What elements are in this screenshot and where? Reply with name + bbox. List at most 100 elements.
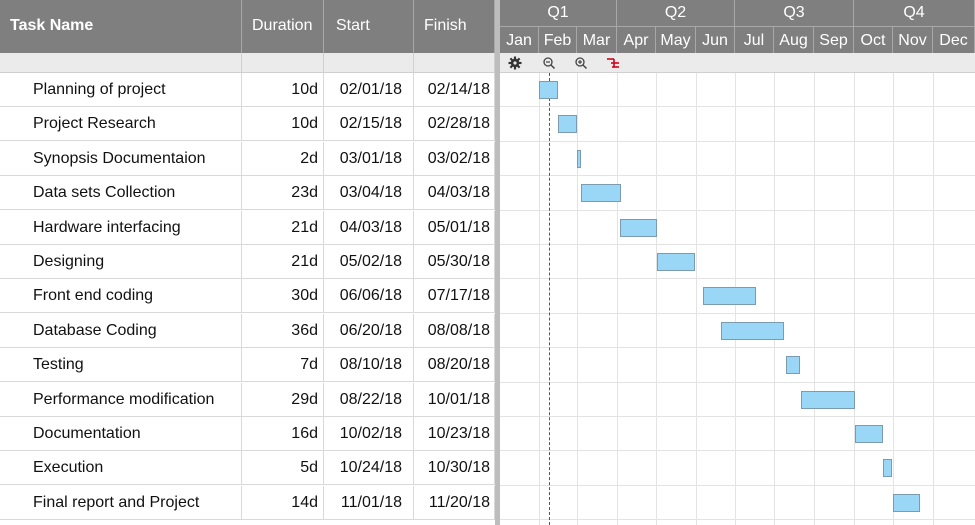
duration-cell: 21d [242,210,324,245]
row-gridline [500,209,975,211]
subheader-cell [0,53,242,73]
task-name-cell: Designing [0,245,242,279]
gantt-toolbar [500,53,975,73]
task-name-cell: Documentation [0,417,242,451]
gantt-chart: Q1 Q2 Q3 Q4 Jan Feb Mar Apr May Jun Jul Aug Sep Oct N… [500,0,975,525]
month-gridline [656,73,657,525]
finish-cell: 03/02/18 [414,141,495,176]
duration-cell: 23d [242,176,324,211]
zoom-in-icon[interactable] [572,54,590,72]
column-header-finish-label: Finish [424,17,467,34]
duration-cell: 7d [242,348,324,383]
start-cell: 06/06/18 [324,279,414,314]
gantt-bar[interactable] [785,356,800,375]
quarter-label: Q2 [617,0,735,26]
finish-cell: 02/14/18 [414,73,495,107]
subheader-cell [324,53,414,73]
column-header-task-name[interactable]: Task Name [0,0,242,53]
table-row[interactable]: Performance modification 29d 08/22/18 10/01… [0,382,495,417]
gantt-bar[interactable] [855,425,883,443]
finish-cell: 11/20/18 [414,485,495,520]
month-label: Jan [500,26,539,53]
column-header-task-name-label: Task Name [10,17,94,34]
start-cell: 08/22/18 [324,382,414,417]
month-label: Oct [854,26,893,53]
start-cell: 11/01/18 [324,485,414,520]
finish-cell: 10/23/18 [414,417,495,451]
gantt-bar[interactable] [720,321,785,340]
table-row[interactable]: Project Research 10d 02/15/18 02/28/18 [0,107,495,142]
subheader-cell [242,53,324,73]
task-name-cell: Planning of project [0,73,242,107]
month-label: Apr [617,26,656,53]
column-header-duration-label: Duration [252,17,313,34]
start-cell: 03/04/18 [324,176,414,211]
row-gridline [500,347,975,349]
month-label: Mar [577,26,617,53]
finish-cell: 10/30/18 [414,451,495,486]
gantt-bar[interactable] [580,184,621,203]
column-header-finish[interactable]: Finish [414,0,495,53]
table-row[interactable]: Documentation 16d 10/02/18 10/23/18 [0,417,495,451]
table-row[interactable]: Testing 7d 08/10/18 08/20/18 [0,348,495,383]
gantt-bar[interactable] [702,287,757,306]
gantt-bar[interactable] [619,218,658,237]
table-row[interactable]: Designing 21d 05/02/18 05/30/18 [0,245,495,279]
column-header-start-label: Start [336,17,370,34]
finish-cell: 08/20/18 [414,348,495,383]
row-gridline [500,312,975,314]
critical-path-icon[interactable] [604,54,622,72]
gear-icon[interactable] [506,54,524,72]
month-gridline [814,73,815,525]
row-gridline [500,381,975,383]
row-gridline [500,175,975,177]
table-row[interactable]: Synopsis Documentaion 2d 03/01/18 03/02/18 [0,141,495,176]
row-gridline [500,416,975,417]
table-row[interactable]: Hardware interfacing 21d 04/03/18 05/01/18 [0,210,495,245]
finish-cell: 08/08/18 [414,313,495,348]
subheader-cell [414,53,495,73]
gantt-bar[interactable] [882,459,892,478]
gantt-bar[interactable] [801,390,856,409]
task-grid: Task Name Duration Start Finish Planning… [0,0,495,520]
column-header-duration[interactable]: Duration [242,0,324,53]
duration-cell: 16d [242,417,324,451]
start-cell: 02/15/18 [324,107,414,142]
panel-splitter[interactable] [495,0,500,525]
month-gridline [893,73,894,525]
gantt-bar[interactable] [657,253,695,271]
table-row[interactable]: Execution 5d 10/24/18 10/30/18 [0,451,495,486]
month-gridline [539,73,540,525]
task-name-cell: Synopsis Documentaion [0,141,242,176]
month-gridline [933,73,934,525]
table-row[interactable]: Final report and Project 14d 11/01/18 11/20… [0,485,495,520]
table-row[interactable]: Planning of project 10d 02/01/18 02/14/18 [0,73,495,107]
gantt-bar[interactable] [558,115,577,134]
finish-cell: 05/01/18 [414,210,495,245]
column-header-start[interactable]: Start [324,0,414,53]
duration-cell: 10d [242,107,324,142]
month-label: Jun [696,26,735,53]
table-row[interactable]: Front end coding 30d 06/06/18 07/17/18 [0,279,495,314]
month-gridline [577,73,578,525]
duration-cell: 36d [242,313,324,348]
start-cell: 10/02/18 [324,417,414,451]
start-cell: 06/20/18 [324,313,414,348]
start-cell: 03/01/18 [324,141,414,176]
month-gridline [774,73,775,525]
finish-cell: 04/03/18 [414,176,495,211]
duration-cell: 30d [242,279,324,314]
row-gridline [500,450,975,452]
month-label: May [656,26,696,53]
month-label: Nov [893,26,933,53]
month-label: Jul [735,26,774,53]
gantt-bar[interactable] [539,81,558,99]
task-name-cell: Data sets Collection [0,176,242,211]
gantt-bar[interactable] [893,493,920,512]
start-cell: 08/10/18 [324,348,414,383]
zoom-out-icon[interactable] [540,54,558,72]
table-row[interactable]: Database Coding 36d 06/20/18 08/08/18 [0,313,495,348]
table-row[interactable]: Data sets Collection 23d 03/04/18 04/03/18 [0,176,495,211]
finish-cell: 02/28/18 [414,107,495,142]
gantt-bar[interactable] [577,149,581,168]
